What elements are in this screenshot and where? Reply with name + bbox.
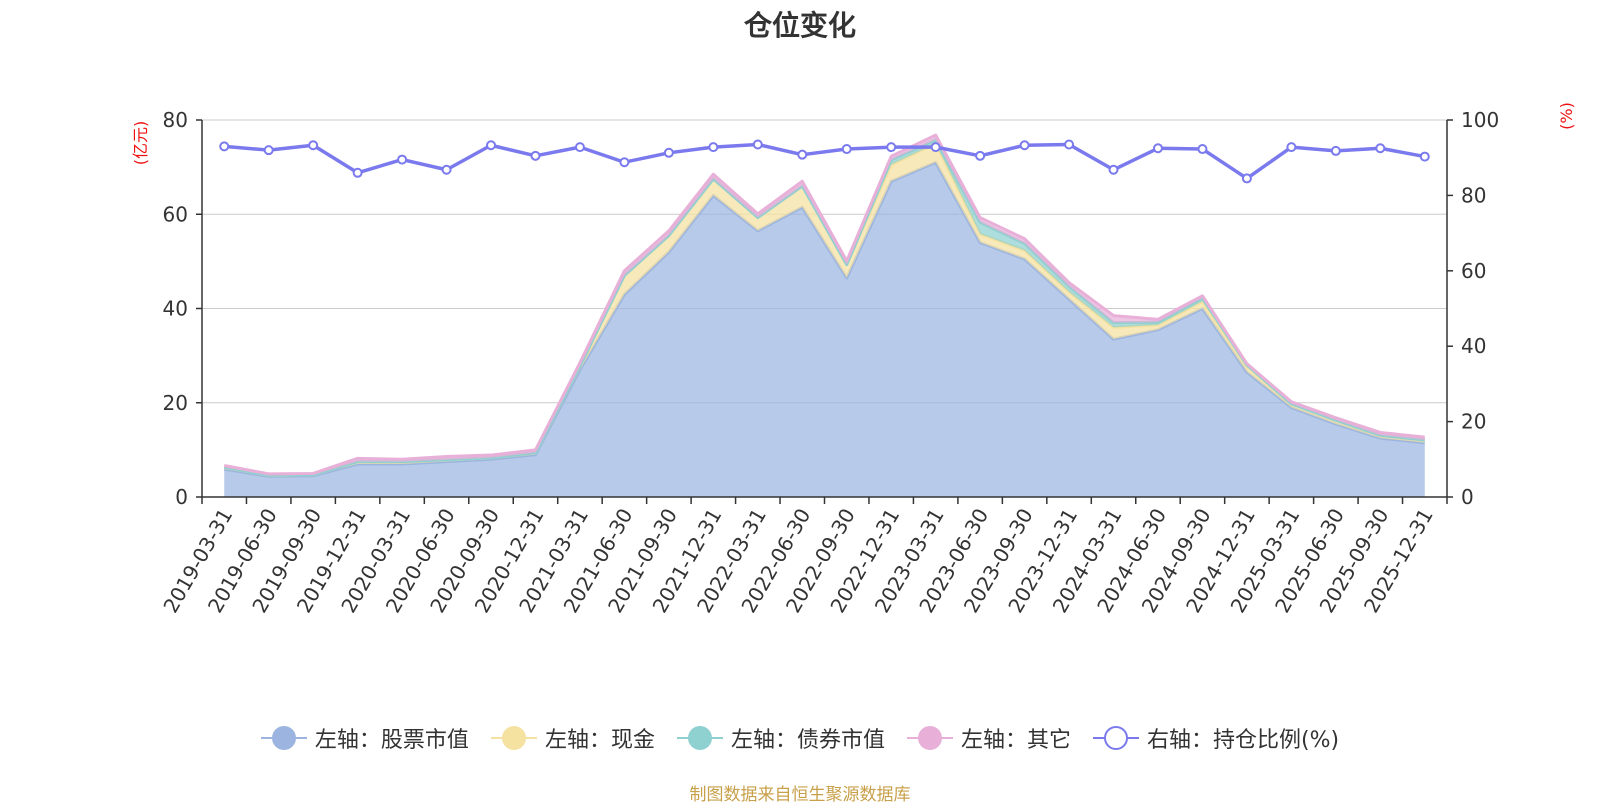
ratio-point <box>486 140 497 151</box>
legend-item[interactable]: 左轴：股票市值 <box>260 722 469 754</box>
right-tick-label: 100 <box>1461 108 1499 132</box>
legend-label: 左轴：其它 <box>960 728 1071 753</box>
ratio-point <box>752 139 763 150</box>
left-tick-label: 40 <box>163 297 188 321</box>
ratio-point <box>441 164 452 175</box>
legend-label: 左轴：现金 <box>544 728 655 753</box>
right-axis-label: (%) <box>1557 102 1576 130</box>
right-tick-label: 60 <box>1461 259 1486 283</box>
left-tick-label: 60 <box>163 202 188 226</box>
legend-label: 右轴：持仓比例(%) <box>1146 728 1340 753</box>
ratio-point <box>574 142 585 153</box>
right-tick-label: 20 <box>1461 410 1486 434</box>
ratio-point <box>886 142 897 153</box>
right-tick-label: 0 <box>1461 485 1474 509</box>
ratio-point <box>219 141 230 152</box>
legend-marker-icon <box>490 726 537 750</box>
chart-canvas: 0204060800204060801002019-03-312019-06-3… <box>131 102 1576 617</box>
legend: 左轴：股票市值 左轴：现金 左轴：债券市值 左轴：其它 右轴：持仓比例(%) <box>0 722 1600 754</box>
area-左轴：股票市值 <box>224 162 1425 497</box>
ratio-point <box>1197 144 1208 155</box>
ratio-point <box>975 150 986 161</box>
legend-marker-icon <box>260 726 307 750</box>
ratio-point <box>263 145 274 156</box>
ratio-point <box>397 154 408 165</box>
legend-label: 左轴：债券市值 <box>730 728 885 753</box>
ratio-point <box>708 142 719 153</box>
legend-marker-icon <box>1092 726 1139 750</box>
ratio-point <box>930 142 941 153</box>
legend-marker-icon <box>676 726 723 750</box>
source-note: 制图数据来自恒生聚源数据库 <box>689 785 911 805</box>
ratio-point <box>1152 143 1163 154</box>
ratio-point <box>663 147 674 158</box>
legend-label: 左轴：股票市值 <box>314 728 469 753</box>
ratio-point <box>619 157 630 168</box>
ratio-point <box>530 150 541 161</box>
ratio-line <box>219 139 1430 184</box>
ratio-point <box>1286 142 1297 153</box>
right-tick-label: 80 <box>1461 183 1486 207</box>
ratio-point <box>1108 164 1119 175</box>
area-edge-左轴：其它 <box>223 133 1425 476</box>
right-tick-label: 40 <box>1461 334 1486 358</box>
ratio-point <box>352 167 363 178</box>
ratio-point <box>1241 173 1252 184</box>
ratio-point <box>841 144 852 155</box>
ratio-point <box>1019 140 1030 151</box>
left-tick-label: 0 <box>175 485 188 509</box>
left-tick-label: 20 <box>163 391 188 415</box>
stacked-areas <box>223 133 1425 497</box>
ratio-point <box>1375 143 1386 154</box>
chart-title: 仓位变化 <box>743 9 856 42</box>
left-tick-label: 80 <box>163 108 188 132</box>
left-axis-label: (亿元) <box>131 121 150 166</box>
legend-item[interactable]: 左轴：债券市值 <box>676 722 885 754</box>
legend-item[interactable]: 左轴：其它 <box>906 722 1071 754</box>
legend-item[interactable]: 右轴：持仓比例(%) <box>1092 722 1340 754</box>
ratio-point <box>1064 139 1075 150</box>
legend-item[interactable]: 左轴：现金 <box>490 722 655 754</box>
ratio-point <box>1419 151 1430 162</box>
legend-marker-icon <box>906 726 953 750</box>
ratio-point <box>1330 145 1341 156</box>
ratio-point <box>797 149 808 160</box>
ratio-line-path <box>224 142 1426 181</box>
ratio-point <box>308 140 319 151</box>
